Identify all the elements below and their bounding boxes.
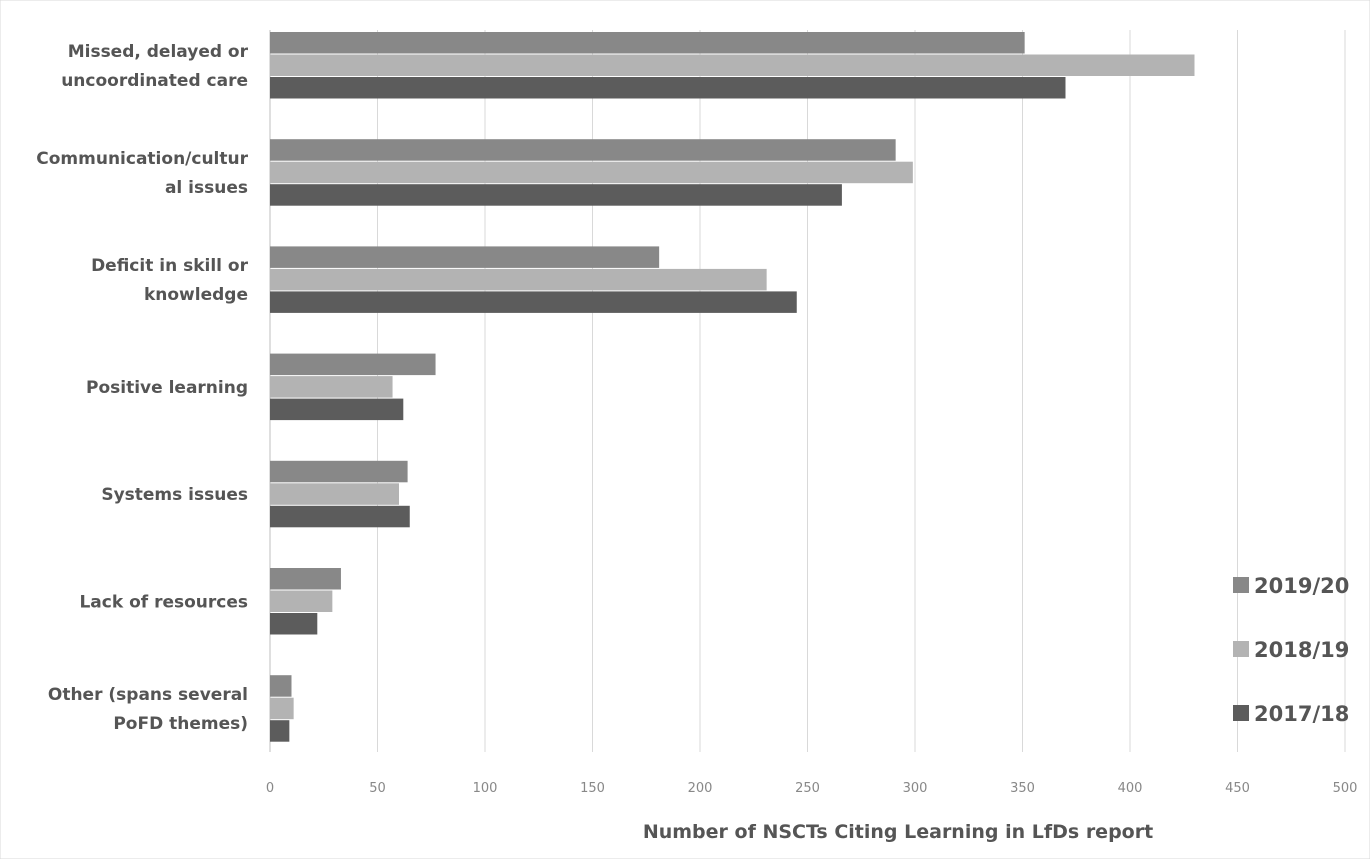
x-tick-labels: 0 50 100 150 200 250 300 350 400 450 500 [266, 781, 1358, 796]
bar-0-2017-18 [270, 77, 1066, 99]
x-tick-label-0: 0 [266, 781, 274, 796]
bar-5-2019-20 [270, 568, 341, 590]
x-tick-label-300: 300 [903, 781, 928, 796]
legend-swatch-2017-18 [1233, 705, 1249, 721]
category-label-2-line-1: knowledge [144, 285, 248, 305]
category-label-0-line-0: Missed, delayed or [68, 42, 249, 62]
x-tick-label-500: 500 [1333, 781, 1358, 796]
bar-5-2017-18 [270, 613, 318, 635]
bar-1-2018-19 [270, 161, 913, 184]
category-label-3-line-0: Positive learning [86, 378, 248, 398]
bar-0-2019-20 [270, 32, 1025, 54]
bar-2-2018-19 [270, 268, 767, 291]
category-label-1-line-0: Communication/cultur [36, 149, 248, 169]
bar-3-2017-18 [270, 398, 404, 421]
category-label-6-line-0: Other (spans several [48, 685, 248, 705]
category-label-5-line-0: Lack of resources [79, 592, 248, 612]
bar-4-2019-20 [270, 460, 408, 483]
legend-swatch-2018-19 [1233, 641, 1249, 657]
x-axis-title: Number of NSCTs Citing Learning in LfDs … [643, 821, 1153, 843]
bar-6-2017-18 [270, 720, 290, 742]
category-labels: Missed, delayed or uncoordinated care Comm… [36, 42, 248, 734]
bar-0-2018-19 [270, 54, 1195, 76]
x-tick-label-350: 350 [1010, 781, 1035, 796]
bar-4-2017-18 [270, 505, 410, 528]
bar-2-2019-20 [270, 246, 660, 268]
category-label-6-line-1: PoFD themes) [113, 714, 248, 734]
legend-swatch-2019-20 [1233, 577, 1249, 593]
bar-2-2017-18 [270, 291, 797, 313]
x-tick-label-100: 100 [473, 781, 498, 796]
category-label-2-line-0: Deficit in skill or [91, 256, 249, 276]
category-label-1-line-1: al issues [165, 178, 248, 198]
legend-label-2018-19: 2018/19 [1254, 638, 1349, 662]
x-tick-label-200: 200 [688, 781, 713, 796]
legend-label-2019-20: 2019/20 [1254, 574, 1349, 598]
x-tick-label-250: 250 [795, 781, 820, 796]
bar-5-2018-19 [270, 590, 333, 612]
bar-4-2018-19 [270, 483, 399, 505]
bar-6-2018-19 [270, 697, 294, 720]
bars [270, 32, 1195, 742]
bar-3-2019-20 [270, 353, 436, 376]
category-label-4-line-0: Systems issues [101, 485, 248, 505]
x-tick-label-50: 50 [369, 781, 386, 796]
bar-1-2019-20 [270, 139, 896, 161]
category-label-0-line-1: uncoordinated care [61, 71, 248, 91]
legend: 2019/20 2018/19 2017/18 [1233, 574, 1349, 726]
bar-3-2018-19 [270, 376, 393, 398]
legend-label-2017-18: 2017/18 [1254, 702, 1349, 726]
x-tick-label-450: 450 [1225, 781, 1250, 796]
x-tick-label-150: 150 [580, 781, 605, 796]
x-tick-label-400: 400 [1118, 781, 1143, 796]
bar-1-2017-18 [270, 184, 842, 206]
bar-6-2019-20 [270, 675, 292, 697]
